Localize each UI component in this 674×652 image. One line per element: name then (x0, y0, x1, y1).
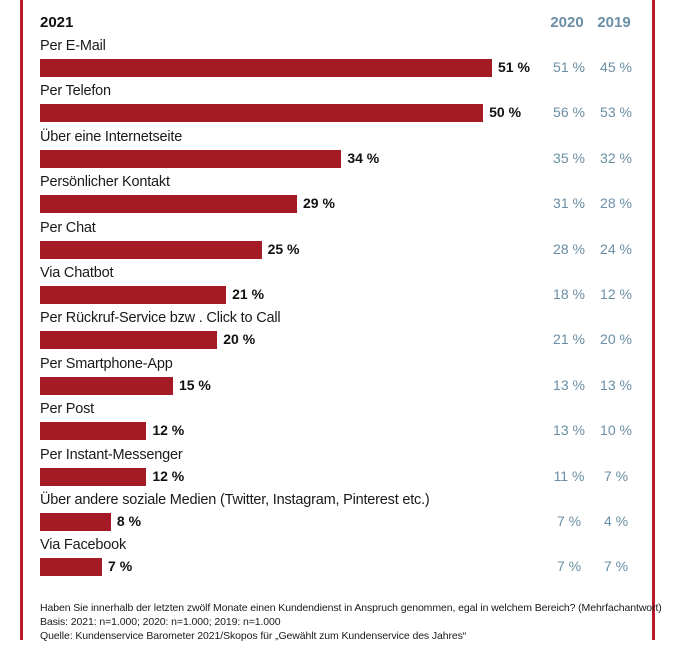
value-label-2019: 45 % (600, 59, 632, 75)
bar-2021 (40, 195, 298, 214)
value-label-2019: 20 % (600, 331, 632, 348)
bar-2021 (40, 59, 492, 77)
bar-2021 (40, 331, 218, 350)
bar-2021 (40, 240, 262, 259)
category-label: Per E-Mail (40, 38, 106, 54)
value-label-2020: 7 % (556, 513, 582, 529)
value-label-2019: 4 % (603, 513, 629, 529)
value-label-2021: 15 % (178, 376, 211, 393)
bar-2021 (40, 376, 173, 395)
value-label-2019: 7 % (603, 467, 629, 484)
category-label: Via Chatbot (40, 265, 114, 281)
category-label: Über eine Internetseite (40, 128, 183, 145)
value-label-2021: 21 % (232, 286, 265, 302)
value-label-2021: 12 % (152, 422, 185, 439)
bar-2021 (40, 286, 227, 304)
value-label-2019: 24 % (600, 240, 632, 257)
category-label: Per Post (40, 401, 95, 418)
bar-2021 (40, 149, 342, 168)
frame-right-border (652, 0, 655, 640)
bar-2021 (40, 467, 147, 486)
value-label-2019: 12 % (600, 286, 632, 302)
value-label-2020: 13 % (553, 376, 585, 393)
value-label-2020: 51 % (553, 59, 585, 75)
value-label-2020: 11 % (553, 467, 585, 484)
value-label-2019: 28 % (600, 195, 632, 212)
value-label-2020: 35 % (553, 149, 585, 166)
value-label-2019: 13 % (600, 376, 632, 393)
bar-2021 (40, 104, 484, 123)
value-label-2019: 10 % (600, 422, 632, 439)
value-label-2019: 53 % (600, 104, 632, 121)
header-year-2020: 2020 (550, 14, 584, 31)
category-label: Per Chat (40, 219, 96, 236)
value-label-2020: 31 % (553, 195, 585, 212)
category-label: Via Facebook (40, 537, 127, 554)
category-label: Per Smartphone-App (40, 355, 173, 372)
bar-2021 (40, 422, 147, 441)
bar-2021 (40, 513, 111, 531)
category-label: Per Instant-Messenger (40, 446, 183, 463)
value-label-2021: 50 % (489, 104, 522, 121)
value-label-2020: 56 % (553, 104, 585, 121)
category-label: Über andere soziale Medien (Twitter, Ins… (40, 492, 430, 508)
value-label-2021: 7 % (108, 558, 133, 575)
value-label-2020: 21 % (553, 331, 585, 348)
footnote-basis: Basis: 2021: n=1.000; 2020: n=1.000; 201… (40, 616, 281, 628)
value-label-2019: 7 % (603, 558, 629, 575)
value-label-2021: 20 % (223, 331, 256, 348)
footnote-source: Quelle: Kundenservice Barometer 2021/Sko… (40, 630, 467, 642)
frame-left-border (20, 0, 23, 640)
value-label-2019: 32 % (600, 149, 632, 166)
bar-2021 (40, 558, 103, 577)
footnote-question: Haben Sie innerhalb der letzten zwölf Mo… (40, 602, 662, 614)
category-label: Per Rückruf-Service bzw . Click to Call (40, 310, 281, 327)
value-label-2020: 28 % (553, 240, 585, 257)
value-label-2021: 12 % (152, 467, 185, 484)
value-label-2020: 18 % (553, 286, 585, 302)
value-label-2021: 34 % (347, 149, 380, 166)
value-label-2020: 7 % (556, 558, 582, 575)
value-label-2021: 25 % (267, 240, 300, 257)
value-label-2020: 13 % (553, 422, 585, 439)
header-year-2019: 2019 (597, 14, 631, 31)
value-label-2021: 51 % (498, 59, 530, 75)
value-label-2021: 8 % (116, 513, 142, 529)
value-label-2021: 29 % (303, 195, 335, 212)
header-current-year: 2021 (40, 14, 74, 31)
category-label: Persönlicher Kontakt (40, 174, 170, 191)
category-label: Per Telefon (40, 83, 111, 100)
